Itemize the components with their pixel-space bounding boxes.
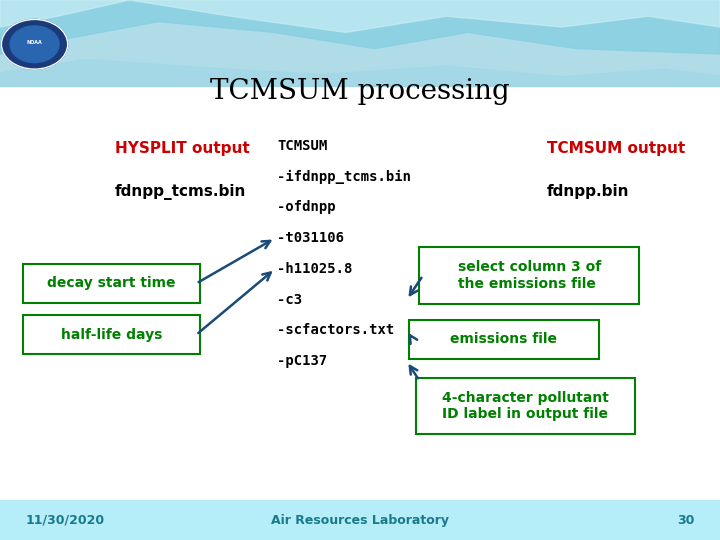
Text: TCMSUM: TCMSUM (277, 139, 328, 153)
Text: -ifdnpp_tcms.bin: -ifdnpp_tcms.bin (277, 170, 411, 184)
Text: 4-character pollutant
ID label in output file: 4-character pollutant ID label in output… (442, 391, 609, 421)
Text: emissions file: emissions file (451, 332, 557, 346)
Text: -t031106: -t031106 (277, 231, 344, 245)
FancyBboxPatch shape (24, 264, 200, 303)
Text: fdnpp_tcms.bin: fdnpp_tcms.bin (115, 184, 246, 200)
Text: -h11025.8: -h11025.8 (277, 262, 353, 276)
Text: half-life days: half-life days (61, 328, 162, 342)
FancyBboxPatch shape (409, 320, 599, 359)
Text: -scfactors.txt: -scfactors.txt (277, 323, 395, 338)
FancyBboxPatch shape (416, 378, 636, 434)
Text: -ofdnpp: -ofdnpp (277, 200, 336, 214)
Text: 30: 30 (678, 514, 695, 526)
Polygon shape (0, 0, 720, 86)
Text: decay start time: decay start time (48, 276, 176, 291)
Polygon shape (0, 0, 720, 54)
Text: NOAA: NOAA (27, 40, 42, 45)
Polygon shape (0, 59, 720, 86)
Text: fdnpp.bin: fdnpp.bin (547, 184, 630, 199)
Text: Air Resources Laboratory: Air Resources Laboratory (271, 514, 449, 526)
FancyBboxPatch shape (419, 247, 639, 303)
FancyBboxPatch shape (24, 315, 200, 354)
Text: HYSPLIT output: HYSPLIT output (115, 141, 250, 156)
Polygon shape (0, 500, 720, 540)
Text: select column 3 of
the emissions file: select column 3 of the emissions file (458, 260, 600, 291)
Polygon shape (0, 0, 720, 32)
Text: -pC137: -pC137 (277, 354, 328, 368)
Circle shape (1, 19, 68, 69)
Text: TCMSUM output: TCMSUM output (547, 141, 685, 156)
Text: 11/30/2020: 11/30/2020 (25, 514, 104, 526)
Text: -c3: -c3 (277, 293, 302, 307)
Circle shape (10, 26, 59, 63)
Text: TCMSUM processing: TCMSUM processing (210, 78, 510, 105)
